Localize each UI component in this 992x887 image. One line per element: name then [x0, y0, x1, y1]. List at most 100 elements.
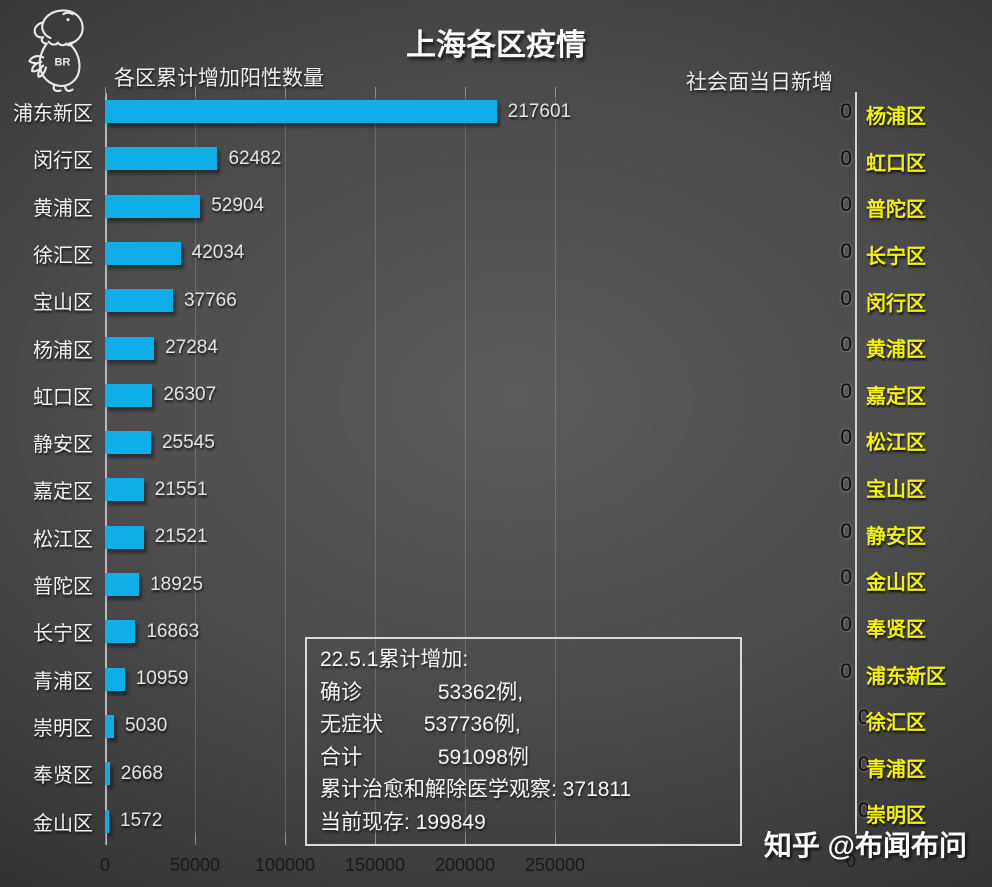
left-chart-row: 松江区 21521 — [0, 514, 640, 561]
left-chart-x-tick-label: 150000 — [344, 855, 406, 875]
right-chart-zero-label: 0 — [858, 752, 870, 776]
right-chart-district-label: 金山区 — [866, 572, 926, 595]
left-chart-bar — [105, 431, 151, 455]
right-chart-zero-label: 0 — [858, 706, 870, 730]
left-chart-value-label: 18925 — [150, 573, 203, 595]
left-chart-value-label: 52904 — [211, 195, 265, 217]
left-chart-category-label: 普陀区 — [33, 576, 93, 598]
right-chart-district-label: 松江区 — [866, 432, 926, 455]
left-chart-row: 宝山区 37766 — [0, 277, 640, 324]
right-chart-zero-label: 0 — [840, 379, 852, 403]
left-chart-category-label: 金山区 — [33, 812, 93, 835]
left-chart-bar — [105, 478, 144, 502]
left-chart-row: 长宁区 16863 — [0, 608, 640, 655]
right-chart-zero-label: 0 — [840, 100, 852, 123]
right-chart-zero-label: 0 — [840, 519, 852, 543]
left-chart-title: 各区累计增加阳性数量 — [114, 67, 324, 90]
left-chart-axis-tick — [105, 833, 106, 845]
left-chart-value-label: 5030 — [125, 715, 168, 737]
left-chart-category-label: 崇明区 — [33, 717, 93, 740]
left-chart-row: 静安区 25545 — [0, 419, 640, 466]
left-chart-bar — [105, 809, 109, 833]
left-chart-category-label: 闵行区 — [33, 150, 93, 173]
left-chart-category-label: 虹口区 — [33, 386, 93, 409]
right-chart-zero-label: 0 — [840, 146, 852, 170]
logo-text: BR — [54, 57, 70, 69]
left-chart-category-label: 松江区 — [33, 528, 93, 551]
right-chart-district-label: 浦东新区 — [866, 665, 946, 688]
left-chart-gridline — [465, 95, 466, 835]
left-chart-top-tick — [105, 87, 106, 97]
left-chart-category-label: 杨浦区 — [33, 339, 93, 362]
left-chart-gridline — [285, 95, 286, 835]
right-chart-district-label: 长宁区 — [866, 245, 926, 268]
left-chart-value-label: 26307 — [163, 384, 217, 406]
left-chart-value-label: 27284 — [165, 337, 218, 358]
left-chart-bar — [105, 147, 218, 171]
left-chart-row: 杨浦区 27284 — [0, 325, 640, 372]
left-chart-row: 崇明区 5030 — [0, 703, 640, 750]
parrot-brow-line — [62, 11, 74, 16]
left-chart-value-label: 37766 — [183, 289, 237, 311]
left-chart-category-label: 嘉定区 — [33, 481, 93, 504]
left-chart-row: 闵行区 62482 — [0, 135, 640, 182]
right-chart-zero-label: 0 — [840, 333, 852, 357]
right-chart-x-axis-zero-label: 0 — [845, 851, 856, 871]
right-chart-zero-label: 0 — [840, 566, 852, 590]
right-chart-district-label: 虹口区 — [866, 152, 926, 175]
right-chart-district-label: 宝山区 — [866, 479, 926, 502]
parrot-eye-icon — [66, 18, 70, 22]
info-line-active: 当前现存: 199849 — [320, 810, 486, 834]
left-chart-gridline — [375, 95, 376, 835]
right-chart-district-label: 杨浦区 — [866, 106, 926, 128]
left-chart-category-label: 长宁区 — [33, 623, 93, 646]
right-chart-district-label: 黄浦区 — [866, 339, 926, 362]
left-chart-axis-tick — [375, 833, 376, 845]
left-chart-value-label: 42034 — [191, 242, 245, 264]
left-chart-bar — [105, 289, 173, 313]
left-chart-bar — [105, 100, 497, 123]
left-chart-axis-tick — [555, 833, 556, 845]
left-chart-bar — [105, 194, 201, 218]
right-chart-district-label: 普陀区 — [866, 199, 926, 222]
right-chart-zero-label: 0 — [858, 799, 870, 823]
left-chart-bar — [105, 762, 110, 786]
right-chart-zero-label: 0 — [840, 473, 852, 497]
left-chart-bar — [105, 573, 140, 596]
info-line-confirmed: 确诊 53362例, — [320, 680, 524, 704]
right-chart-zero-label: 0 — [840, 659, 852, 683]
right-chart-district-label: 奉贤区 — [866, 618, 926, 641]
left-chart-row: 虹口区 26307 — [0, 372, 640, 419]
parrot-wing-feathers — [28, 55, 47, 78]
left-chart-value-label: 62482 — [228, 147, 282, 169]
parrot-logo: BR — [28, 9, 84, 93]
info-line-date-header: 22.5.1累计增加: — [320, 648, 469, 671]
left-chart-x-tick-label: 100000 — [254, 855, 316, 875]
right-chart-zero-label: 0 — [840, 193, 852, 217]
right-chart-district-label: 崇明区 — [866, 805, 926, 828]
left-chart-value-label: 2668 — [120, 762, 164, 784]
left-chart-bar — [105, 620, 136, 644]
left-chart-row: 嘉定区 21551 — [0, 466, 640, 513]
left-chart-row: 徐汇区 42034 — [0, 230, 640, 277]
right-chart-zero-label: 0 — [840, 239, 852, 263]
right-chart-district-label: 闵行区 — [866, 292, 926, 315]
left-chart-row: 浦东新区 217601 — [0, 88, 640, 135]
right-chart-zero-label: 0 — [840, 426, 852, 450]
right-chart-district-label: 徐汇区 — [866, 712, 926, 735]
left-chart-value-label: 16863 — [146, 620, 200, 642]
right-chart-zero-label: 0 — [840, 286, 852, 310]
left-chart-bar — [105, 525, 144, 549]
summary-info-box: 22.5.1累计增加: 确诊 53362例, 无症状 537736例, 合计 5… — [305, 637, 742, 846]
info-line-recovered: 累计治愈和解除医学观察: 371811 — [320, 778, 632, 802]
parrot-body-outline — [38, 42, 81, 87]
left-chart-category-label: 黄浦区 — [33, 197, 93, 220]
parrot-head-outline — [41, 9, 84, 45]
right-chart-title: 社会面当日新增 — [686, 71, 833, 94]
left-chart-row: 普陀区 18925 — [0, 561, 640, 608]
left-chart-x-tick-label: 0 — [99, 855, 111, 875]
left-chart-gridline — [195, 95, 196, 835]
left-chart-bar — [105, 714, 115, 738]
left-chart-axis-tick — [465, 833, 466, 845]
